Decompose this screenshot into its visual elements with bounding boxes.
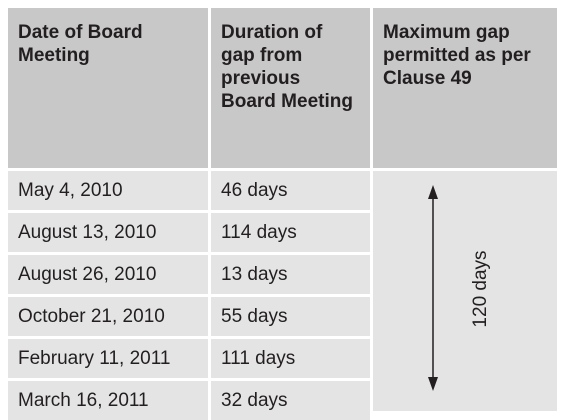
gap-label: 120 days <box>470 250 491 327</box>
date-cell: August 26, 2010 <box>8 255 208 294</box>
duration-cell: 13 days <box>211 255 370 294</box>
duration-cell: 46 days <box>211 171 370 210</box>
arrow-head <box>428 377 438 391</box>
header-cell: Date of Board Meeting <box>8 8 208 168</box>
date-cell: February 11, 2011 <box>8 339 208 378</box>
date-cell: May 4, 2010 <box>8 171 208 210</box>
header-cell: Duration of gap from previous Board Meet… <box>211 8 370 168</box>
date-cell: October 21, 2010 <box>8 297 208 336</box>
date-cell: March 16, 2011 <box>8 381 208 420</box>
arrow-graphic: 120 days <box>428 185 491 391</box>
header-cell: Maximum gap permitted as per Clause 49 <box>373 8 557 168</box>
arrow-head <box>428 185 438 199</box>
duration-cell: 111 days <box>211 339 370 378</box>
duration-cell: 32 days <box>211 381 370 420</box>
merged-cell: 120 days <box>373 171 557 411</box>
page: {"table": { "header": ["Date of Board Me… <box>8 8 557 420</box>
date-cell: August 13, 2010 <box>8 213 208 252</box>
duration-cell: 55 days <box>211 297 370 336</box>
duration-cell: 114 days <box>211 213 370 252</box>
